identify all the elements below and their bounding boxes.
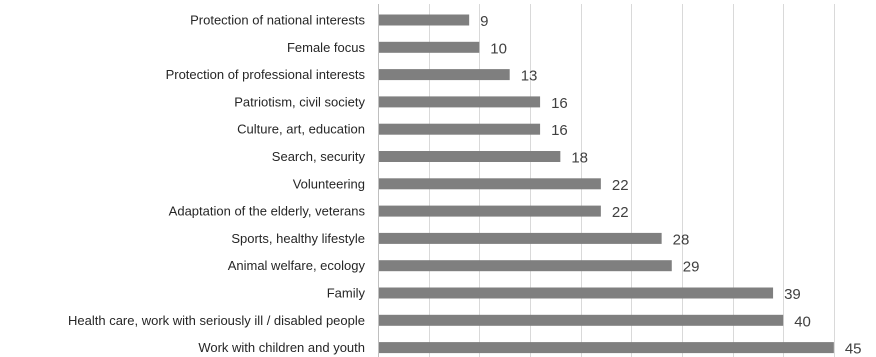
- bar-family: [378, 287, 774, 299]
- bar-female-focus: [378, 41, 480, 53]
- bar-patriotism-civil-society: [378, 96, 541, 108]
- category-label-patriotism-civil-society: Patriotism, civil society: [234, 94, 365, 109]
- value-label-adaptation-of-the-elderly-veterans: 22: [612, 204, 629, 221]
- category-label-health-care-work-with-seriously-ill-disabled-people: Health care, work with seriously ill / d…: [68, 313, 365, 328]
- value-label-culture-art-education: 16: [551, 122, 568, 139]
- category-label-volunteering: Volunteering: [293, 176, 365, 191]
- value-label-work-with-children-and-youth: 45: [845, 341, 862, 357]
- bar-health-care-work-with-seriously-ill-disabled-people: [378, 314, 784, 326]
- category-label-animal-welfare-ecology: Animal welfare, ecology: [228, 258, 366, 273]
- labels: Protection of national interests 9 Female …: [68, 13, 862, 357]
- category-label-family: Family: [327, 286, 366, 301]
- gridlines: [429, 4, 835, 357]
- category-label-female-focus: Female focus: [287, 40, 366, 55]
- bar-volunteering: [378, 178, 601, 190]
- bar-search-security: [378, 151, 561, 162]
- value-label-search-security: 18: [571, 150, 588, 167]
- bar-sports-healthy-lifestyle: [378, 232, 662, 244]
- bar-culture-art-education: [378, 123, 541, 135]
- category-label-work-with-children-and-youth: Work with children and youth: [198, 340, 365, 355]
- value-label-animal-welfare-ecology: 29: [683, 259, 700, 276]
- category-label-adaptation-of-the-elderly-veterans: Adaptation of the elderly, veterans: [169, 204, 366, 219]
- bar-protection-of-national-interests: [378, 14, 470, 26]
- bar-animal-welfare-ecology: [378, 260, 672, 272]
- value-label-health-care-work-with-seriously-ill-disabled-people: 40: [794, 313, 811, 330]
- value-label-family: 39: [784, 286, 801, 303]
- category-label-search-security: Search, security: [272, 149, 366, 164]
- category-label-protection-of-professional-interests: Protection of professional interests: [166, 67, 366, 82]
- value-label-sports-healthy-lifestyle: 28: [673, 231, 690, 248]
- bars: [378, 14, 834, 354]
- bar-protection-of-professional-interests: [378, 69, 510, 81]
- category-label-protection-of-national-interests: Protection of national interests: [190, 13, 365, 28]
- value-label-protection-of-professional-interests: 13: [521, 68, 538, 85]
- value-label-volunteering: 22: [612, 177, 629, 194]
- category-label-sports-healthy-lifestyle: Sports, healthy lifestyle: [231, 231, 365, 246]
- bar-adaptation-of-the-elderly-veterans: [378, 205, 601, 217]
- category-label-culture-art-education: Culture, art, education: [237, 122, 365, 137]
- bar-work-with-children-and-youth: [378, 342, 834, 354]
- value-label-female-focus: 10: [490, 40, 507, 57]
- value-label-protection-of-national-interests: 9: [480, 13, 488, 30]
- value-label-patriotism-civil-society: 16: [551, 95, 568, 112]
